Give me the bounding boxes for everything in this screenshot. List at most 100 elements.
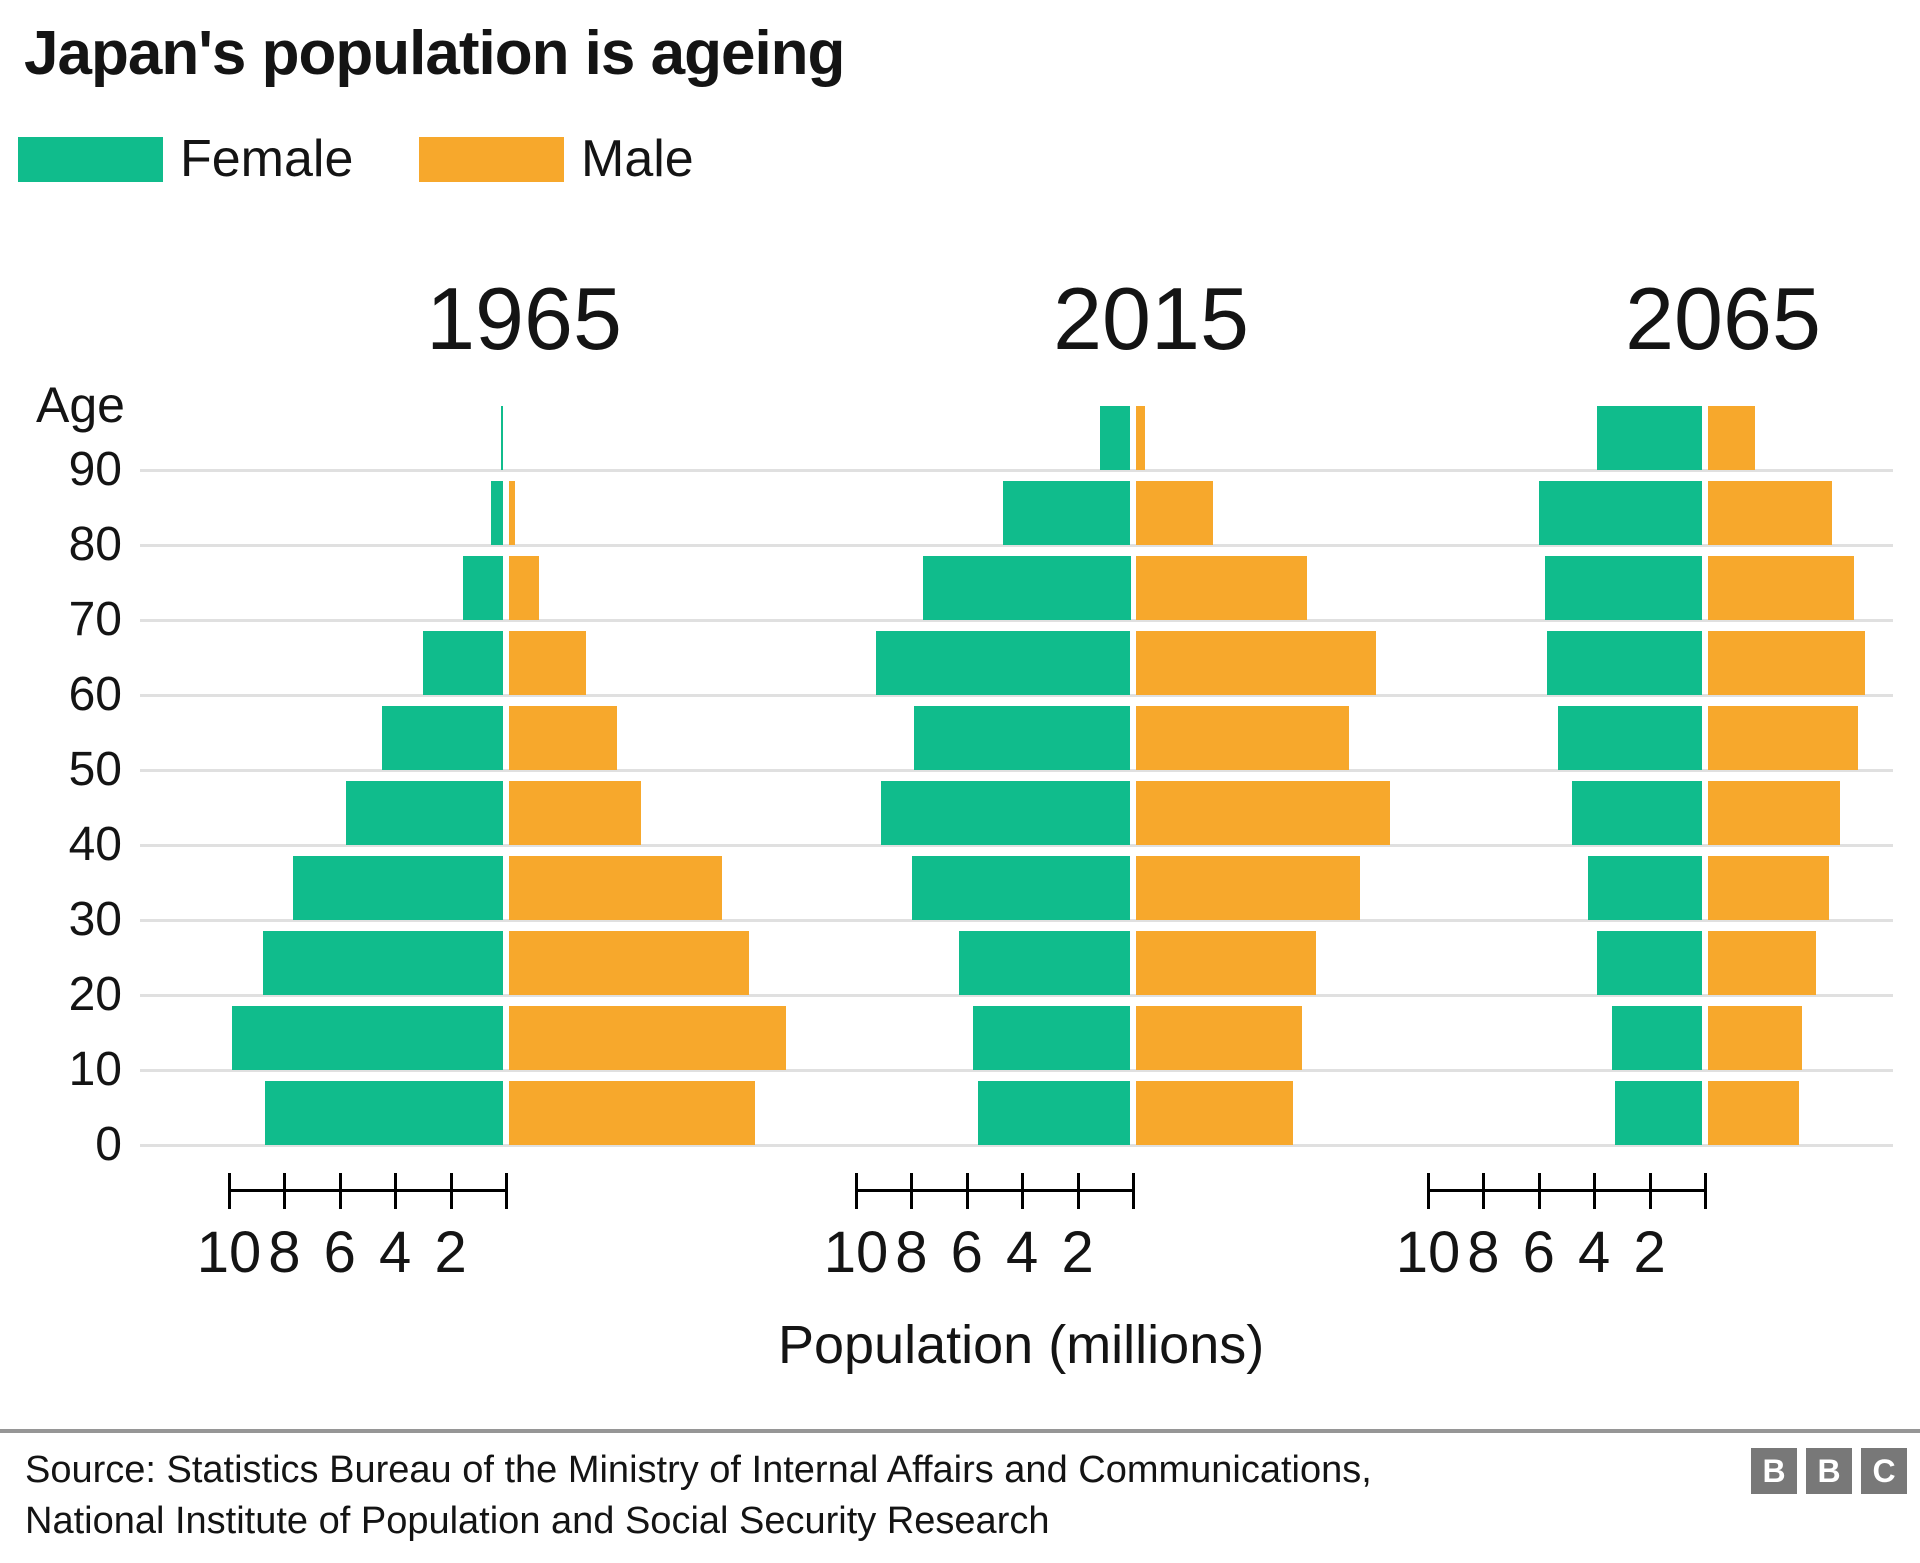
bar-male-1965-20-29 [508, 931, 750, 995]
ruler-label-2015-10: 10 [823, 1220, 889, 1285]
age-tick-label-90: 90 [68, 443, 122, 496]
bar-male-1965-60-69 [508, 631, 587, 695]
bar-male-2065-30-39 [1707, 856, 1830, 920]
bar-female-1965-40-49 [345, 781, 504, 845]
ruler-tick-1965-6 [338, 1173, 342, 1209]
bar-female-2065-70-79 [1544, 556, 1703, 620]
age-tick-label-20: 20 [68, 968, 122, 1021]
chart-title: Japan's population is ageing [24, 19, 845, 88]
source-note: Source: Statistics Bureau of the Ministr… [25, 1445, 1372, 1547]
bar-male-2015-60-69 [1135, 631, 1377, 695]
bar-female-2065-10-19 [1612, 1006, 1703, 1070]
ruler-label-2015-6: 6 [950, 1220, 983, 1285]
bar-male-1965-40-49 [508, 781, 642, 845]
ruler-tick-2065-4 [1593, 1173, 1597, 1209]
bar-female-1965-0-9 [265, 1081, 504, 1145]
age-tick-label-30: 30 [68, 893, 122, 946]
bar-male-1965-80-89 [508, 481, 516, 545]
ruler-tick-2015-0 [1132, 1173, 1135, 1209]
bar-male-2015-20-29 [1135, 931, 1316, 995]
bar-male-2015-10-19 [1135, 1006, 1302, 1070]
bbc-logo-block: B [1751, 1448, 1797, 1494]
gridline-age-20 [140, 994, 1893, 997]
footer-divider [0, 1429, 1920, 1433]
ruler-tick-2065-2 [1648, 1173, 1652, 1209]
ruler-line-2015 [856, 1189, 1133, 1192]
bar-male-2065-90+ [1707, 406, 1755, 470]
ruler-tick-2015-10 [855, 1173, 858, 1209]
bar-female-2065-80-89 [1539, 481, 1703, 545]
gridline-age-30 [140, 919, 1893, 922]
bar-male-2065-20-29 [1707, 931, 1816, 995]
ruler-label-1965-4: 4 [379, 1220, 412, 1285]
age-tick-label-50: 50 [68, 743, 122, 796]
bbc-logo-block: C [1861, 1448, 1907, 1494]
gridline-age-0 [140, 1144, 1893, 1147]
bar-female-2065-0-9 [1615, 1081, 1703, 1145]
bar-male-1965-30-39 [508, 856, 722, 920]
bar-male-2065-0-9 [1707, 1081, 1799, 1145]
bar-female-2065-90+ [1597, 406, 1703, 470]
bar-male-2015-50-59 [1135, 706, 1349, 770]
bar-female-2015-90+ [1100, 406, 1131, 470]
bar-female-1965-60-69 [423, 631, 504, 695]
legend-swatch-male [419, 137, 564, 182]
bar-male-1965-0-9 [508, 1081, 756, 1145]
ruler-line-2065 [1428, 1189, 1705, 1192]
bbc-logo-block: B [1806, 1448, 1852, 1494]
gridline-age-70 [140, 619, 1893, 622]
age-tick-label-10: 10 [68, 1043, 122, 1096]
bar-male-2065-40-49 [1707, 781, 1841, 845]
source-line-2: National Institute of Population and Soc… [25, 1500, 1050, 1542]
gridline-age-50 [140, 769, 1893, 772]
bar-female-1965-50-59 [381, 706, 504, 770]
bar-female-2015-60-69 [875, 631, 1131, 695]
source-line-1: Source: Statistics Bureau of the Ministr… [25, 1449, 1372, 1491]
gridline-age-80 [140, 544, 1893, 547]
ruler-label-2065-2: 2 [1633, 1220, 1666, 1285]
bar-female-2015-10-19 [972, 1006, 1131, 1070]
ruler-tick-2015-8 [910, 1173, 914, 1209]
year-header-1965: 1965 [426, 269, 622, 368]
ruler-tick-1965-0 [505, 1173, 508, 1209]
bar-male-2065-10-19 [1707, 1006, 1802, 1070]
bar-female-2015-70-79 [922, 556, 1131, 620]
age-tick-label-70: 70 [68, 593, 122, 646]
ruler-label-2065-4: 4 [1578, 1220, 1611, 1285]
bar-female-2065-40-49 [1572, 781, 1703, 845]
bar-male-2015-0-9 [1135, 1081, 1294, 1145]
bar-female-1965-80-89 [491, 481, 504, 545]
bar-female-2065-20-29 [1597, 931, 1703, 995]
ruler-line-1965 [229, 1189, 506, 1192]
ruler-label-1965-8: 8 [268, 1220, 301, 1285]
ruler-tick-2065-6 [1537, 1173, 1541, 1209]
bar-male-2065-70-79 [1707, 556, 1855, 620]
bar-male-2015-30-39 [1135, 856, 1360, 920]
bar-female-2015-50-59 [914, 706, 1131, 770]
bar-female-2065-30-39 [1587, 856, 1703, 920]
ruler-tick-2015-6 [965, 1173, 969, 1209]
bar-female-2065-50-59 [1558, 706, 1703, 770]
age-axis-title: Age [36, 377, 125, 433]
ruler-tick-1965-8 [283, 1173, 287, 1209]
year-header-2065: 2065 [1625, 269, 1821, 368]
ruler-tick-2065-0 [1704, 1173, 1707, 1209]
ruler-tick-2015-2 [1076, 1173, 1080, 1209]
ruler-tick-1965-2 [449, 1173, 453, 1209]
bar-female-2015-80-89 [1003, 481, 1131, 545]
ruler-tick-2065-10 [1427, 1173, 1430, 1209]
ruler-label-2065-6: 6 [1522, 1220, 1555, 1285]
bar-male-1965-50-59 [508, 706, 617, 770]
bar-female-2015-20-29 [958, 931, 1131, 995]
age-tick-label-0: 0 [95, 1118, 122, 1171]
bar-female-2065-60-69 [1547, 631, 1703, 695]
ruler-label-2065-10: 10 [1395, 1220, 1461, 1285]
age-tick-label-60: 60 [68, 668, 122, 721]
gridline-age-10 [140, 1069, 1893, 1072]
ruler-label-1965-6: 6 [323, 1220, 356, 1285]
ruler-label-2015-4: 4 [1006, 1220, 1039, 1285]
legend-label-male: Male [581, 130, 694, 188]
gridline-age-60 [140, 694, 1893, 697]
bbc-logo: B B C [1751, 1448, 1907, 1494]
gridline-age-40 [140, 844, 1893, 847]
